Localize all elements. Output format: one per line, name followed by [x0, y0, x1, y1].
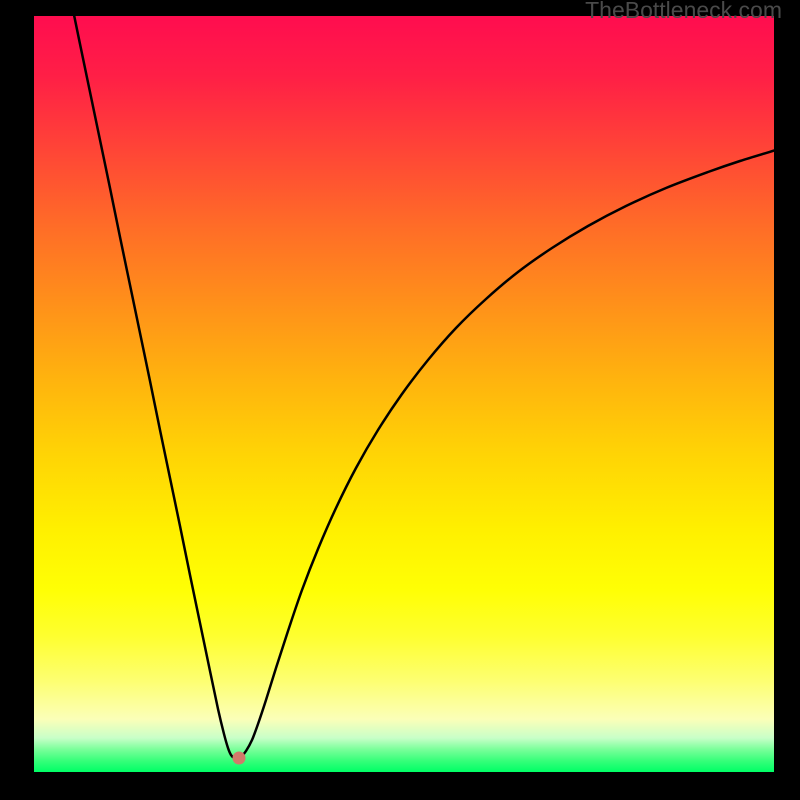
- chart-container: TheBottleneck.com: [0, 0, 800, 800]
- bottleneck-curve: [34, 16, 774, 772]
- optimal-point-marker: [233, 752, 246, 765]
- watermark-text: TheBottleneck.com: [585, 0, 782, 24]
- plot-area: [34, 16, 774, 772]
- curve-line: [73, 16, 774, 759]
